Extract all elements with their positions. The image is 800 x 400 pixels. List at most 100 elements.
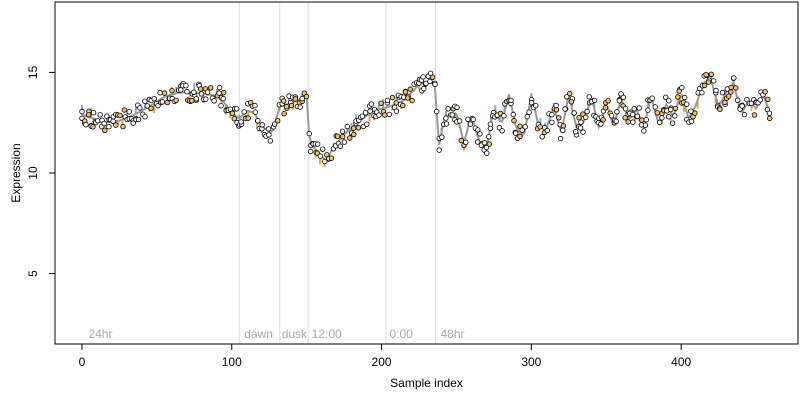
data-point: [477, 131, 483, 137]
annotation-label: dawn: [244, 327, 273, 341]
data-point: [602, 105, 609, 111]
data-point: [757, 97, 763, 103]
data-point: [526, 109, 532, 115]
data-point: [344, 123, 350, 130]
data-point: [173, 97, 179, 103]
data-point: [484, 150, 490, 156]
data-point: [267, 138, 274, 144]
data-point: [614, 109, 620, 115]
data-point: [421, 85, 427, 92]
data-point: [220, 95, 226, 102]
data-point: [568, 99, 575, 105]
data-point: [584, 108, 590, 115]
data-point: [636, 105, 642, 111]
data-point: [639, 117, 645, 123]
data-point: [487, 125, 494, 132]
data-point: [420, 74, 426, 80]
data-point: [630, 111, 636, 118]
data-point: [384, 97, 391, 104]
data-point: [400, 102, 406, 109]
data-point: [544, 127, 550, 134]
data-point: [598, 121, 604, 127]
data-point: [713, 87, 719, 94]
data-point: [553, 107, 560, 113]
data-point: [203, 96, 209, 102]
data-point: [728, 84, 734, 91]
data-point: [144, 103, 151, 109]
data-point: [726, 93, 732, 99]
data-point: [407, 86, 413, 92]
data-point: [378, 100, 384, 106]
data-point: [522, 124, 528, 130]
data-point: [265, 126, 272, 132]
data-point: [157, 89, 163, 96]
y-tick-label: 15: [26, 65, 40, 79]
data-point: [389, 94, 396, 101]
data-point: [533, 102, 539, 109]
data-point: [475, 127, 481, 133]
data-point: [432, 81, 438, 88]
data-point: [184, 88, 190, 95]
data-point: [238, 119, 244, 125]
data-point: [567, 90, 573, 97]
data-point: [719, 89, 726, 96]
data-point: [233, 106, 240, 112]
data-point: [259, 122, 265, 128]
data-point: [169, 87, 175, 94]
data-point: [630, 119, 636, 125]
data-point: [402, 89, 409, 95]
data-point: [766, 110, 773, 116]
data-point: [106, 123, 112, 130]
data-point: [744, 96, 750, 103]
data-point: [672, 113, 678, 119]
x-tick-label: 100: [222, 355, 242, 369]
data-point: [97, 112, 103, 118]
data-point: [739, 103, 745, 109]
data-point: [641, 128, 647, 134]
data-point: [364, 121, 370, 127]
data-point: [306, 130, 312, 137]
data-point: [126, 108, 132, 115]
data-point: [539, 134, 545, 140]
data-point: [231, 115, 237, 122]
data-point: [405, 95, 411, 101]
data-point: [465, 116, 471, 122]
data-point: [328, 155, 335, 161]
data-point: [137, 105, 143, 111]
data-point: [252, 109, 259, 115]
data-point: [486, 134, 492, 140]
x-tick-label: 200: [372, 355, 392, 369]
data-point: [85, 112, 92, 118]
data-point: [427, 78, 433, 85]
data-point: [443, 121, 450, 127]
data-point: [537, 124, 543, 130]
x-tick-label: 0: [79, 355, 86, 369]
data-points: [79, 70, 773, 165]
data-point: [684, 101, 690, 107]
data-point: [666, 114, 672, 120]
data-point: [576, 114, 582, 121]
data-point: [216, 84, 223, 91]
data-point: [198, 91, 205, 97]
data-point: [436, 147, 442, 153]
data-point: [481, 140, 488, 146]
data-point: [622, 105, 629, 112]
data-point: [591, 97, 598, 104]
data-point: [204, 89, 211, 95]
data-point: [672, 105, 679, 112]
data-point: [705, 79, 712, 85]
data-point: [682, 94, 688, 101]
data-point: [351, 131, 357, 138]
data-point: [229, 110, 236, 116]
data-point: [583, 114, 589, 121]
data-point: [299, 95, 305, 102]
data-point: [95, 118, 101, 124]
data-point: [241, 109, 247, 115]
data-point: [600, 117, 606, 123]
data-point: [620, 94, 627, 101]
data-point: [275, 118, 281, 124]
data-point: [281, 110, 287, 117]
data-point: [101, 120, 107, 127]
annotation-label: dusk: [282, 327, 308, 341]
data-point: [303, 93, 310, 100]
